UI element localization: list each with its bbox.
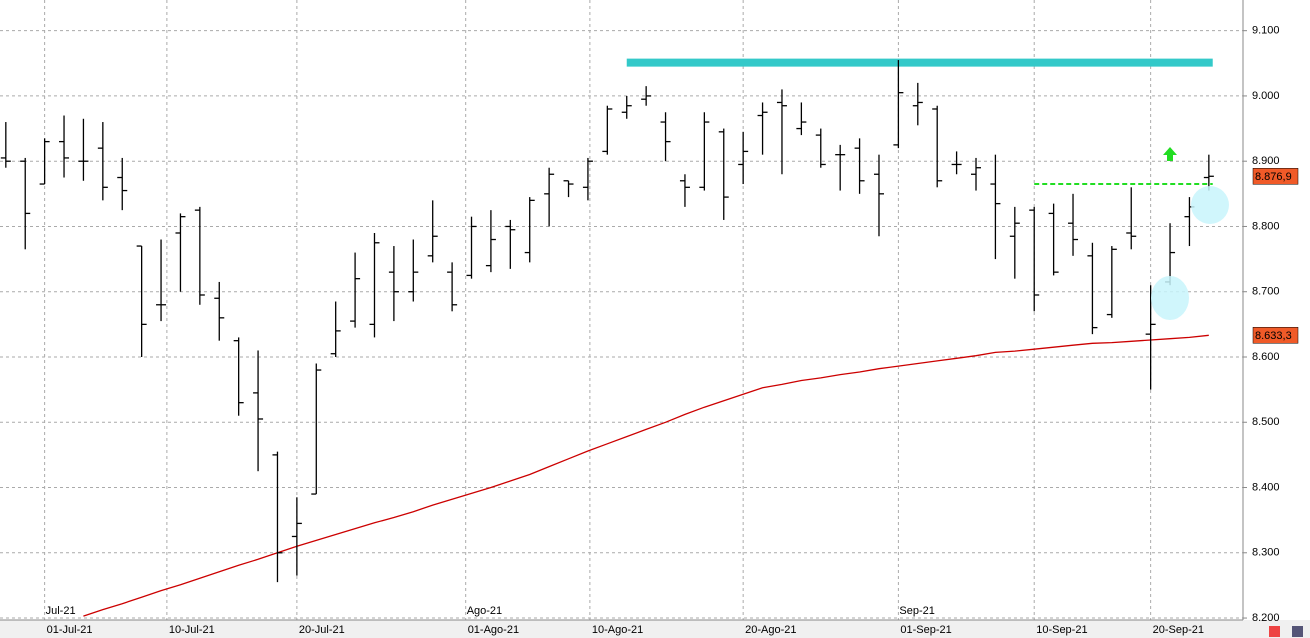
y-tick-label: 8.800 bbox=[1252, 220, 1280, 232]
price-label-box bbox=[1252, 168, 1299, 185]
y-tick-label: 8.300 bbox=[1252, 547, 1280, 559]
y-tick-label: 9.000 bbox=[1252, 90, 1280, 102]
x-axis-strip bbox=[0, 620, 1310, 638]
month-label: Ago-21 bbox=[467, 605, 502, 617]
price-label-box bbox=[1252, 327, 1299, 344]
month-label: Jul-21 bbox=[46, 605, 76, 617]
x-tick-label: 20-Jul-21 bbox=[299, 624, 345, 636]
y-tick-label: 8.700 bbox=[1252, 286, 1280, 298]
x-tick-label: 20-Sep-21 bbox=[1153, 624, 1204, 636]
plot bbox=[0, 58, 1214, 617]
x-tick-label: 01-Ago-21 bbox=[468, 624, 519, 636]
x-tick-label: 10-Ago-21 bbox=[592, 624, 643, 636]
y-tick-label: 9.100 bbox=[1252, 25, 1280, 37]
labels: 8.200 8.300 8.400 8.500 8.600 8.700 8.800 8.900… bbox=[46, 25, 1299, 636]
highlight-circle bbox=[1151, 276, 1189, 320]
price-label: 8.633,3 bbox=[1255, 330, 1292, 342]
y-tick-label: 8.900 bbox=[1252, 155, 1280, 167]
x-tick-label: 01-Sep-21 bbox=[900, 624, 951, 636]
highlight-circle bbox=[1191, 186, 1229, 224]
x-tick-label: 10-Sep-21 bbox=[1036, 624, 1087, 636]
y-tick-label: 8.500 bbox=[1252, 416, 1280, 428]
y-tick-label: 8.400 bbox=[1252, 481, 1280, 493]
icon[interactable] bbox=[1269, 626, 1280, 637]
y-tick-label: 8.600 bbox=[1252, 351, 1280, 363]
icon[interactable] bbox=[1292, 626, 1303, 637]
up-arrow bbox=[1163, 147, 1177, 161]
y-tick-label: 8.200 bbox=[1252, 612, 1280, 624]
month-label: Sep-21 bbox=[899, 605, 934, 617]
x-tick-label: 20-Ago-21 bbox=[745, 624, 796, 636]
x-tick-label: 10-Jul-21 bbox=[169, 624, 215, 636]
moving-average bbox=[83, 334, 1209, 617]
price-label: 8.876,9 bbox=[1255, 171, 1292, 183]
x-tick-label: 01-Jul-21 bbox=[47, 624, 93, 636]
